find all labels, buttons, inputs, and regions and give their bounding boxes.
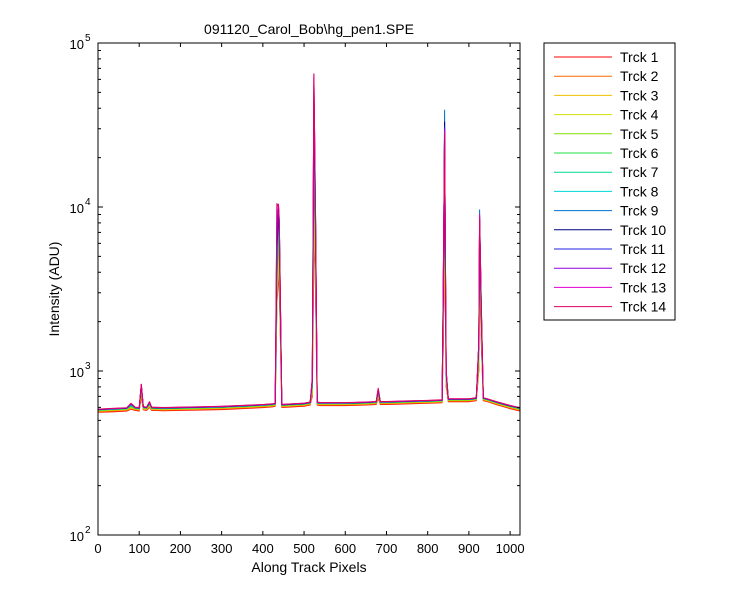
x-tick-label: 500 <box>293 541 315 556</box>
x-axis-ticks: 0 100 200 300 400 500 600 700 800 900 1000 <box>94 43 525 556</box>
x-tick-label: 300 <box>211 541 233 556</box>
x-tick-label: 0 <box>94 541 101 556</box>
legend-label-14: Trck 14 <box>620 299 666 315</box>
legend-label-13: Trck 13 <box>620 279 666 295</box>
plot-area <box>98 43 520 535</box>
y-tick-label-exponent: 3 <box>85 361 91 372</box>
legend-label-5: Trck 5 <box>620 126 659 142</box>
axes-box <box>97 42 521 536</box>
y-tick-label-exponent: 4 <box>85 197 91 208</box>
x-tick-label: 400 <box>252 541 274 556</box>
legend-label-8: Trck 8 <box>620 183 659 199</box>
legend-label-9: Trck 9 <box>620 203 659 219</box>
y-tick-label-base: 10 <box>70 37 84 52</box>
y-tick-label-base: 10 <box>70 529 84 544</box>
series-layer <box>97 73 521 413</box>
x-tick-label: 900 <box>458 541 480 556</box>
y-tick-label-base: 10 <box>70 201 84 216</box>
x-tick-label: 600 <box>334 541 356 556</box>
legend-label-12: Trck 12 <box>620 260 666 276</box>
legend-label-4: Trck 4 <box>620 107 659 123</box>
legend-label-1: Trck 1 <box>620 49 659 65</box>
legend-label-7: Trck 7 <box>620 164 659 180</box>
y-tick-label-base: 10 <box>70 365 84 380</box>
legend: Trck 1 Trck 2 Trck 3 Trck 4 Trck 5 Trck 6 Trck… <box>554 49 666 315</box>
x-axis-label: Along Track Pixels <box>251 559 366 575</box>
x-tick-label: 800 <box>417 541 439 556</box>
legend-label-10: Trck 10 <box>620 222 666 238</box>
y-tick-label-exponent: 2 <box>85 525 91 536</box>
legend-label-2: Trck 2 <box>620 68 659 84</box>
legend-label-6: Trck 6 <box>620 145 659 161</box>
x-tick-label: 100 <box>128 541 150 556</box>
x-tick-label: 1000 <box>496 541 525 556</box>
chart-title: 091120_Carol_Bob\hg_pen1.SPE <box>204 21 414 37</box>
series-line-14 <box>97 73 521 410</box>
y-tick-label-exponent: 5 <box>85 33 91 44</box>
x-tick-label: 700 <box>376 541 398 556</box>
legend-label-3: Trck 3 <box>620 87 659 103</box>
legend-label-11: Trck 11 <box>620 241 665 257</box>
y-axis-label: Intensity (ADU) <box>46 242 62 337</box>
legend-box[interactable] <box>543 42 676 321</box>
x-tick-label: 200 <box>170 541 192 556</box>
